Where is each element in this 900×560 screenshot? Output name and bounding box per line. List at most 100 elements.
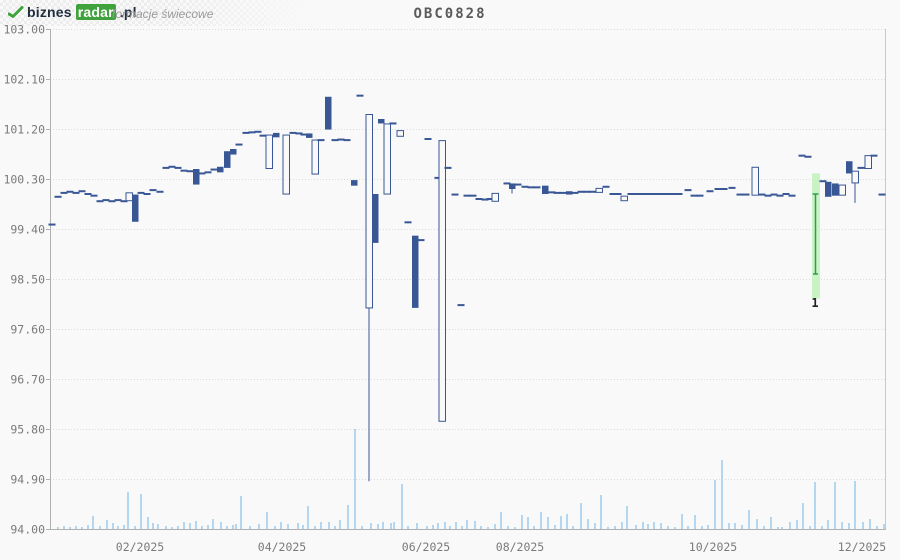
volume-bar	[781, 527, 783, 529]
volume-bar	[112, 523, 114, 529]
chart-type-label: formacje świecowe	[112, 7, 214, 21]
doji-dash	[690, 194, 698, 197]
volume-bar	[183, 522, 185, 529]
volume-bar	[642, 522, 644, 529]
doji-dash	[149, 189, 157, 192]
doji-dash	[583, 190, 591, 193]
candle-body-down	[325, 96, 332, 130]
volume-bar	[809, 526, 811, 529]
volume-bar	[92, 516, 94, 529]
volume-bar	[594, 523, 596, 529]
doji-dash	[404, 221, 412, 224]
volume-bar	[432, 525, 434, 529]
doji-dash	[143, 193, 151, 195]
volume-bar	[339, 520, 341, 529]
doji-dash	[782, 193, 790, 195]
doji-dash	[714, 188, 722, 190]
candle-body-down	[566, 191, 573, 195]
doji-dash	[463, 194, 471, 197]
doji-dash	[424, 138, 432, 140]
volume-bar	[195, 521, 197, 529]
y-tick-label: 94.90	[10, 473, 45, 487]
volume-bar	[796, 520, 798, 529]
volume-bar	[377, 524, 379, 529]
doji-dash	[120, 200, 128, 203]
y-tick-label: 103.00	[3, 23, 45, 37]
volume-bar	[334, 526, 336, 529]
volume-bar	[848, 523, 850, 529]
volume-bar	[212, 519, 214, 529]
x-tick-label: 04/2025	[258, 540, 306, 554]
volume-bar	[728, 523, 730, 529]
trend-up-icon	[8, 6, 24, 18]
doji-dash	[475, 198, 483, 200]
doji-dash	[571, 191, 579, 194]
doji-dash	[469, 194, 477, 197]
doji-dash	[788, 194, 796, 197]
candle-body-down	[412, 235, 419, 308]
doji-dash	[137, 191, 145, 194]
volume-bar	[87, 525, 89, 529]
volume-bar	[57, 527, 59, 529]
doji-dash	[66, 190, 74, 193]
doji-dash	[857, 166, 865, 169]
doji-dash	[102, 199, 110, 202]
volume-bar	[487, 527, 489, 529]
y-tick-label: 97.60	[10, 323, 45, 337]
volume-bar	[99, 526, 101, 529]
volume-bar	[307, 506, 309, 529]
volume-bar	[165, 526, 167, 529]
candle-body-down	[825, 181, 832, 197]
doji-dash	[60, 191, 68, 194]
doji-dash	[300, 133, 308, 136]
doji-dash	[609, 193, 617, 195]
volume-bar	[687, 526, 689, 529]
doji-dash	[602, 185, 610, 188]
doji-dash	[627, 193, 635, 195]
candle-body-down	[273, 132, 280, 138]
doji-dash	[503, 182, 511, 185]
doji-dash	[776, 194, 784, 197]
doji-dash	[663, 193, 671, 195]
y-tick-label: 98.50	[10, 273, 45, 287]
doji-dash	[289, 131, 297, 134]
doji-dash	[657, 193, 665, 195]
volume-bar	[134, 526, 136, 529]
volume-bar	[240, 496, 242, 529]
doji-dash	[651, 193, 659, 195]
volume-bar	[117, 526, 119, 529]
doji-dash	[317, 139, 325, 142]
volume-bar	[280, 522, 282, 529]
volume-bar	[152, 523, 154, 529]
logo-text-highlight: radar	[75, 4, 116, 20]
volume-bar	[189, 523, 191, 529]
doji-dash	[553, 191, 561, 194]
candle-body-down	[224, 151, 231, 168]
volume-bar	[382, 522, 384, 529]
volume-bar	[177, 526, 179, 529]
volume-bar	[694, 515, 696, 529]
candle-body-up	[383, 123, 391, 195]
volume-bar	[140, 494, 142, 529]
candle-body-up	[620, 195, 628, 202]
volume-bar	[75, 526, 77, 529]
volume-bar	[547, 517, 549, 529]
y-tick-label: 101.20	[3, 123, 45, 137]
candle-body-up	[438, 140, 446, 422]
volume-bar	[426, 526, 428, 529]
volume-bar	[302, 525, 304, 529]
volume-bar	[480, 526, 482, 529]
doji-dash	[669, 193, 677, 195]
volume-bar	[580, 503, 582, 529]
volume-bar	[147, 517, 149, 529]
candle-body-up	[125, 192, 133, 202]
doji-dash	[451, 193, 459, 196]
volume-bar	[862, 522, 864, 529]
volume-bar	[667, 526, 669, 529]
volume-bar	[63, 526, 65, 529]
header-pattern-fade	[0, 0, 318, 26]
volume-bar	[540, 512, 542, 529]
doji-dash	[242, 131, 250, 134]
doji-dash	[259, 134, 267, 137]
doji-dash	[331, 139, 339, 142]
